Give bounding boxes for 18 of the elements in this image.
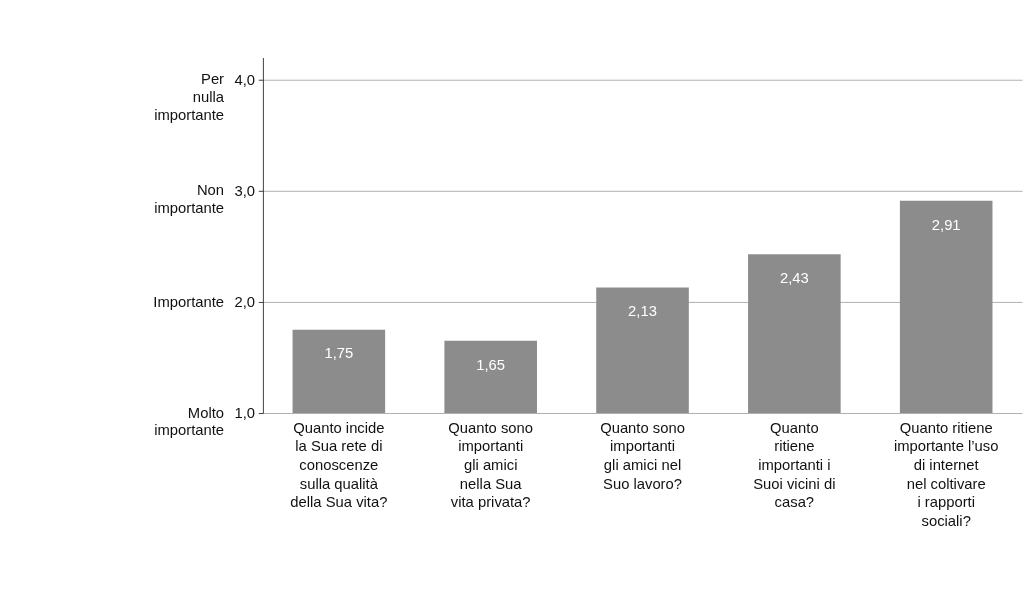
x-tick-label: Quanto ritiene importanti i Suoi vicini di casa? bbox=[753, 419, 836, 511]
y-tick-label: 1,0 bbox=[234, 405, 256, 422]
x-tick-label: Quanto sono importanti gli amici nella Sua vita privata? bbox=[448, 419, 534, 511]
y-tick-label: 2,0 bbox=[234, 294, 256, 311]
text: Non importante bbox=[154, 182, 225, 217]
y-tick-label: 4,0 bbox=[234, 71, 256, 88]
data-label: 2,13 bbox=[628, 303, 657, 320]
x-tick-label: Quanto sono importanti gli amici nel Suo lavoro? bbox=[600, 419, 685, 492]
text: Molto importante bbox=[154, 404, 225, 439]
data-label: 1,75 bbox=[324, 345, 354, 362]
x-tick-label: Quanto ritiene importante l’uso di internet nel coltivare i rapporti sociali? bbox=[893, 419, 999, 529]
data-label: 2,43 bbox=[779, 269, 809, 286]
data-label: 1,65 bbox=[476, 356, 506, 373]
data-label: 2,91 bbox=[931, 216, 961, 233]
text: Per nulla importante bbox=[154, 71, 225, 123]
y-tick-label: 3,0 bbox=[234, 182, 256, 199]
x-tick-label: Quanto incide la Sua rete di conoscenze sulla qualità della Sua vita? bbox=[290, 419, 388, 511]
text: Importante bbox=[153, 293, 225, 310]
